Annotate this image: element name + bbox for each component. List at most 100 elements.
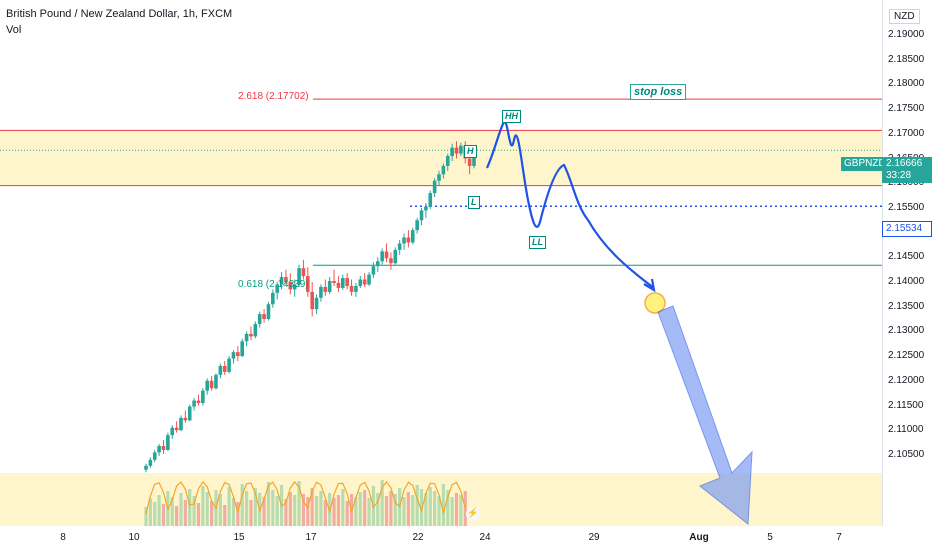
currency-selector[interactable]: NZD [889, 9, 920, 24]
candle-body [393, 249, 398, 264]
price-tick: 2.11000 [888, 424, 924, 436]
candle-body [275, 284, 279, 293]
volume-bar [179, 493, 183, 526]
candle-body [144, 465, 148, 470]
volume-bar [358, 492, 362, 526]
volume-bar [310, 488, 314, 526]
candle-body [380, 251, 384, 262]
volume-bar [384, 496, 389, 526]
candle-body [152, 452, 157, 460]
stop-loss-note[interactable]: stop loss [630, 84, 687, 100]
price-tick: 2.18000 [888, 78, 925, 90]
dotted-level-badge: 2.15534 [882, 221, 932, 237]
candle-body [314, 297, 319, 310]
last-price: 2.16666 [886, 158, 923, 169]
candle-body [166, 435, 170, 450]
price-tick: 2.17500 [888, 103, 925, 115]
price-tick: 2.11500 [888, 399, 924, 411]
candle-body [367, 274, 371, 285]
volume-bar [236, 502, 240, 526]
volume-bar [153, 502, 157, 526]
resistance-zone [0, 130, 882, 186]
volume-bar [363, 490, 367, 526]
ll-label[interactable]: LL [529, 236, 546, 249]
chart-title: British Pound / New Zealand Dollar, 1h, … [6, 8, 233, 20]
candle-body [262, 314, 266, 320]
volume-bar [148, 498, 152, 526]
candle-body [349, 285, 354, 292]
price-tick: 2.14000 [888, 276, 925, 287]
volume-bar [188, 489, 192, 526]
volume-bar [175, 506, 179, 526]
candle-body [402, 237, 406, 244]
alarm-icon[interactable]: ⚡ [466, 507, 480, 521]
price-tick: 2.15500 [888, 201, 925, 213]
candle-body [297, 268, 301, 285]
volume-bar [419, 489, 424, 526]
candle-body [209, 380, 214, 389]
volume-bar [424, 493, 428, 526]
price-tick: 2.12000 [888, 374, 925, 386]
volume-bar [306, 497, 310, 526]
candle-body [450, 147, 454, 157]
time-tick: 7 [836, 532, 842, 543]
candle-body [354, 285, 358, 292]
candle-body [310, 291, 314, 310]
volume-bar [240, 484, 244, 526]
volume-label: Vol [6, 24, 22, 36]
volume-bar [144, 507, 148, 526]
volume-bar [319, 491, 323, 526]
candle-body [467, 158, 472, 166]
h-label[interactable]: H [464, 145, 477, 158]
price-tick: 2.12500 [888, 350, 925, 362]
candle-body [336, 282, 341, 288]
volume-bar [183, 500, 187, 526]
candle-body [288, 282, 293, 290]
volume-bar [393, 494, 397, 526]
time-tick: 5 [767, 532, 773, 543]
candle-body [170, 427, 175, 436]
candle-body [218, 365, 223, 375]
candle-body [236, 352, 240, 357]
candle-body [389, 258, 393, 264]
candle-body [301, 268, 306, 277]
volume-bar [437, 496, 441, 526]
candle-body [410, 230, 415, 243]
candle-body [279, 277, 284, 285]
candle-body [266, 304, 271, 320]
candle-body [415, 220, 419, 231]
volume-bar [446, 490, 450, 526]
volume-bar [380, 480, 384, 526]
time-tick: Aug [689, 532, 709, 543]
volume-bar [205, 492, 209, 526]
volume-oscillator-line [145, 481, 466, 516]
candle-body [157, 446, 161, 453]
price-tick: 2.17000 [888, 127, 925, 139]
candle-body [214, 374, 218, 389]
fib-2618-label: 2.618 (2.17702) [238, 91, 309, 102]
volume-bar [170, 497, 174, 526]
volume-bar [402, 497, 406, 526]
volume-bar [376, 493, 380, 526]
time-tick: 29 [588, 532, 600, 543]
time-tick: 8 [60, 532, 66, 543]
candle-body [192, 400, 196, 407]
price-tick: 2.19000 [888, 29, 925, 40]
volume-bar [450, 497, 454, 526]
l-label[interactable]: L [468, 196, 480, 209]
symbol-badge: GBPNZD [841, 157, 889, 171]
volume-bar [406, 492, 410, 526]
price-axis[interactable] [882, 0, 932, 526]
hh-label[interactable]: HH [502, 110, 521, 123]
volume-bar [266, 482, 271, 526]
candle-body [341, 278, 345, 288]
candle-body [319, 286, 323, 298]
volume-bar [345, 501, 349, 526]
candle-body [406, 237, 411, 243]
candle-body [271, 292, 275, 305]
candle-body [257, 314, 262, 324]
volume-bar [262, 497, 266, 526]
candle-body [240, 341, 245, 357]
volume-bar [253, 488, 257, 526]
